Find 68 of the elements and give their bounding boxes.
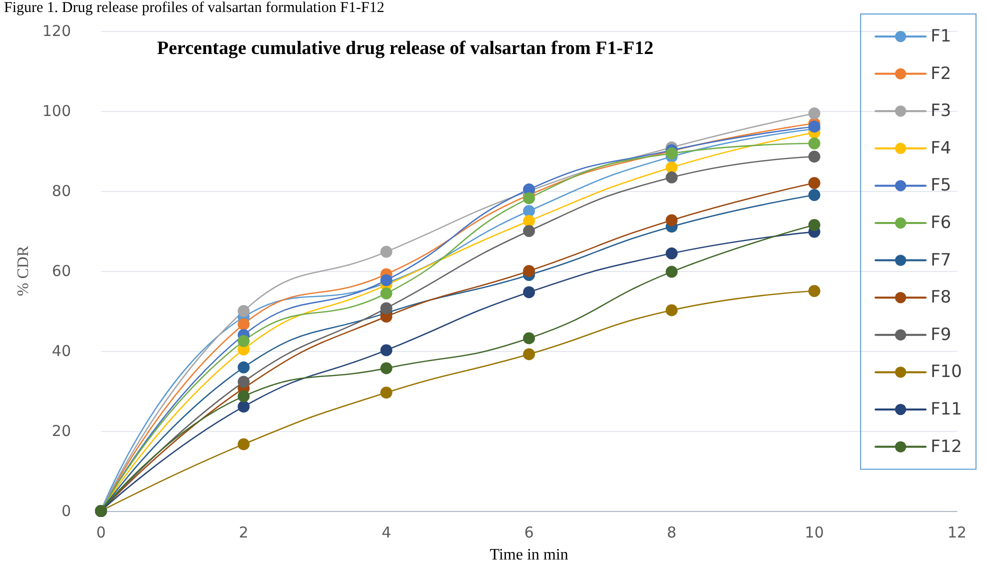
point [808, 107, 820, 120]
point [666, 214, 678, 226]
point [238, 376, 250, 388]
legend-label: F4 [930, 138, 952, 158]
point [380, 302, 392, 314]
legend-label: F8 [930, 288, 952, 308]
point [238, 361, 250, 374]
legend-label: F11 [930, 400, 962, 420]
point [523, 286, 535, 298]
chart-title: Percentage cumulative drug release of valsartan from F1-F12 [157, 38, 654, 59]
legend-label: F3 [930, 101, 952, 122]
point [666, 147, 678, 160]
point [380, 386, 392, 399]
point [380, 274, 392, 286]
point [238, 305, 250, 317]
point [380, 287, 392, 300]
y-tick-label: 40 [52, 342, 71, 360]
point [808, 150, 820, 163]
x-tick-label: 6 [524, 524, 534, 542]
legend-label: F12 [930, 436, 962, 457]
point [523, 192, 535, 204]
point [238, 390, 250, 402]
y-tick-label: 60 [52, 262, 71, 280]
point [380, 246, 392, 258]
point [666, 161, 678, 174]
legend-label: F5 [930, 176, 952, 196]
point [523, 332, 535, 344]
y-tick-label: 80 [52, 182, 71, 200]
point [523, 265, 535, 277]
point [380, 362, 392, 374]
point [238, 318, 250, 330]
point [808, 137, 820, 150]
y-tick-label: 120 [42, 22, 71, 40]
point [666, 171, 678, 184]
point [238, 438, 250, 450]
point [666, 266, 678, 278]
point [238, 400, 250, 413]
y-tick-label: 0 [61, 502, 71, 520]
point [238, 335, 250, 347]
point [523, 205, 535, 217]
legend-label: F10 [930, 362, 962, 382]
caption: Figure 1. Drug release profiles of valsartan formulation F1-F12 [4, 0, 384, 17]
x-axis-title: Time in min [490, 546, 568, 564]
x-tick-label: 0 [96, 524, 106, 542]
legend-label: F7 [930, 250, 952, 270]
y-axis-title: % CDR [14, 246, 32, 296]
point [523, 225, 535, 237]
x-tick-label: 10 [804, 524, 824, 542]
point [666, 304, 678, 316]
point [808, 189, 820, 201]
legend-label: F6 [930, 213, 952, 233]
legend-label: F9 [930, 324, 952, 345]
point [808, 285, 820, 297]
legend-label: F2 [930, 64, 952, 84]
point [380, 344, 392, 356]
x-tick-label: 12 [947, 524, 967, 542]
y-tick-label: 100 [42, 102, 71, 120]
point [808, 177, 820, 189]
point [523, 215, 535, 227]
point [666, 247, 678, 260]
x-tick-label: 4 [382, 524, 392, 542]
point [808, 219, 820, 231]
x-tick-label: 2 [238, 524, 248, 542]
legend-label: F1 [930, 26, 952, 46]
x-tick-label: 8 [666, 524, 676, 542]
point [523, 348, 535, 360]
y-tick-label: 20 [52, 422, 71, 440]
point [808, 120, 820, 133]
